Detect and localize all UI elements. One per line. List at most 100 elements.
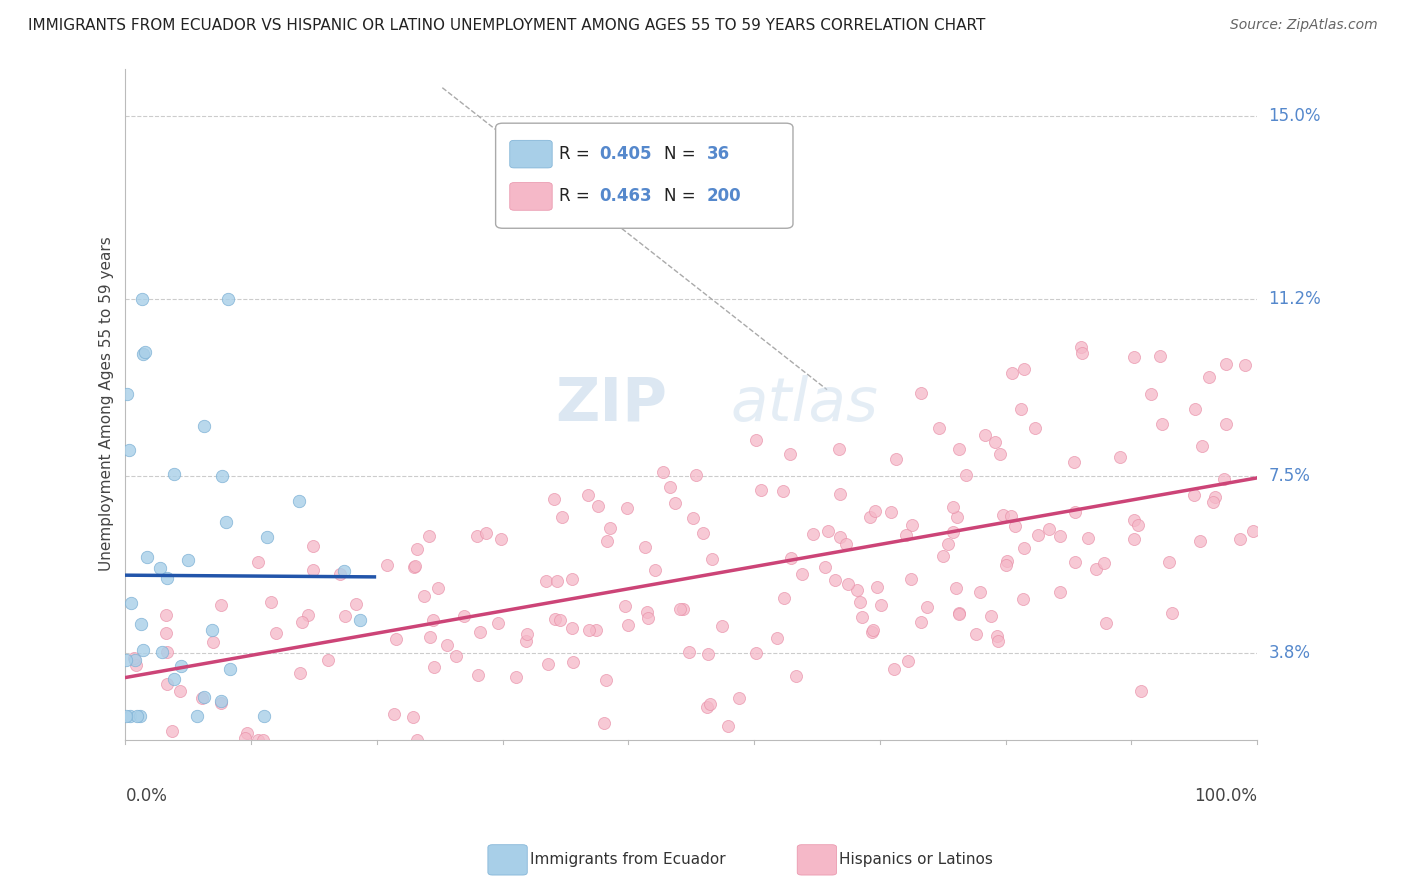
Point (131, 292, 153, 306)
Point (814, 560, 837, 574)
Point (333, 609, 356, 624)
Point (134, 345, 156, 359)
Point (1084, 561, 1107, 575)
Point (595, 673, 617, 687)
Point (1123, 351, 1146, 365)
Point (942, 525, 965, 540)
Point (163, 672, 186, 686)
Point (745, 433, 768, 447)
Point (1160, 606, 1182, 620)
Point (727, 691, 749, 706)
Point (991, 508, 1014, 523)
Point (453, 609, 475, 624)
Point (859, 509, 882, 524)
Point (886, 451, 908, 466)
Point (132, 347, 155, 361)
Point (986, 629, 1008, 643)
Point (128, 708, 150, 723)
Point (928, 420, 950, 434)
Point (256, 530, 278, 544)
Point (613, 599, 636, 614)
Point (544, 612, 567, 626)
Point (160, 724, 183, 739)
Point (486, 615, 509, 630)
Point (118, 708, 141, 723)
Point (550, 510, 572, 524)
Point (1234, 358, 1257, 372)
Point (1204, 490, 1226, 504)
Point (214, 515, 236, 529)
Point (785, 669, 807, 683)
Point (190, 690, 212, 705)
Point (122, 651, 145, 665)
Text: Source: ZipAtlas.com: Source: ZipAtlas.com (1230, 18, 1378, 32)
Point (465, 528, 488, 542)
Point (1150, 417, 1173, 432)
Point (586, 499, 609, 513)
Point (302, 539, 325, 553)
Text: 100.0%: 100.0% (1194, 787, 1257, 805)
Point (1012, 362, 1035, 376)
Point (169, 683, 191, 698)
Point (561, 573, 583, 587)
Point (505, 670, 527, 684)
Point (869, 598, 891, 612)
Point (1012, 591, 1035, 606)
Text: atlas: atlas (731, 375, 879, 434)
Point (596, 534, 619, 549)
Text: Hispanics or Latinos: Hispanics or Latinos (839, 853, 993, 867)
Point (1095, 616, 1118, 631)
Text: 0.405: 0.405 (599, 145, 651, 162)
Point (149, 560, 172, 574)
Point (155, 625, 177, 640)
Point (637, 610, 659, 624)
Point (114, 708, 136, 723)
Point (1123, 532, 1146, 546)
Point (412, 589, 434, 603)
Point (1070, 346, 1092, 360)
Point (636, 605, 658, 619)
Point (201, 623, 224, 637)
Point (1149, 349, 1171, 363)
Point (115, 653, 138, 667)
Text: R =: R = (560, 145, 595, 162)
Point (644, 563, 666, 577)
Text: 11.2%: 11.2% (1268, 290, 1322, 308)
Point (828, 530, 851, 544)
Point (124, 653, 146, 667)
Point (801, 527, 824, 541)
Point (1000, 508, 1022, 523)
Point (236, 726, 259, 740)
Point (745, 647, 768, 661)
Point (169, 658, 191, 673)
Point (696, 700, 718, 714)
Point (824, 573, 846, 587)
Point (1215, 357, 1237, 371)
Point (253, 708, 276, 723)
Point (1014, 541, 1036, 555)
Point (599, 521, 621, 535)
Point (828, 442, 851, 457)
Point (846, 583, 869, 598)
Point (897, 654, 920, 668)
Point (252, 732, 274, 747)
Point (860, 625, 883, 640)
Point (901, 517, 924, 532)
Text: Immigrants from Ecuador: Immigrants from Ecuador (530, 853, 725, 867)
Point (749, 483, 772, 497)
Point (156, 570, 179, 584)
Text: 0.463: 0.463 (599, 187, 651, 205)
Point (246, 732, 269, 747)
Text: 7.5%: 7.5% (1268, 467, 1310, 485)
Point (1063, 555, 1085, 569)
Point (995, 554, 1018, 568)
Point (616, 501, 638, 516)
Point (969, 585, 991, 599)
Point (1241, 524, 1264, 539)
Point (837, 577, 859, 591)
Text: N =: N = (664, 145, 702, 162)
Point (1064, 504, 1087, 518)
Point (865, 504, 887, 518)
Point (682, 511, 704, 525)
Point (672, 602, 695, 616)
